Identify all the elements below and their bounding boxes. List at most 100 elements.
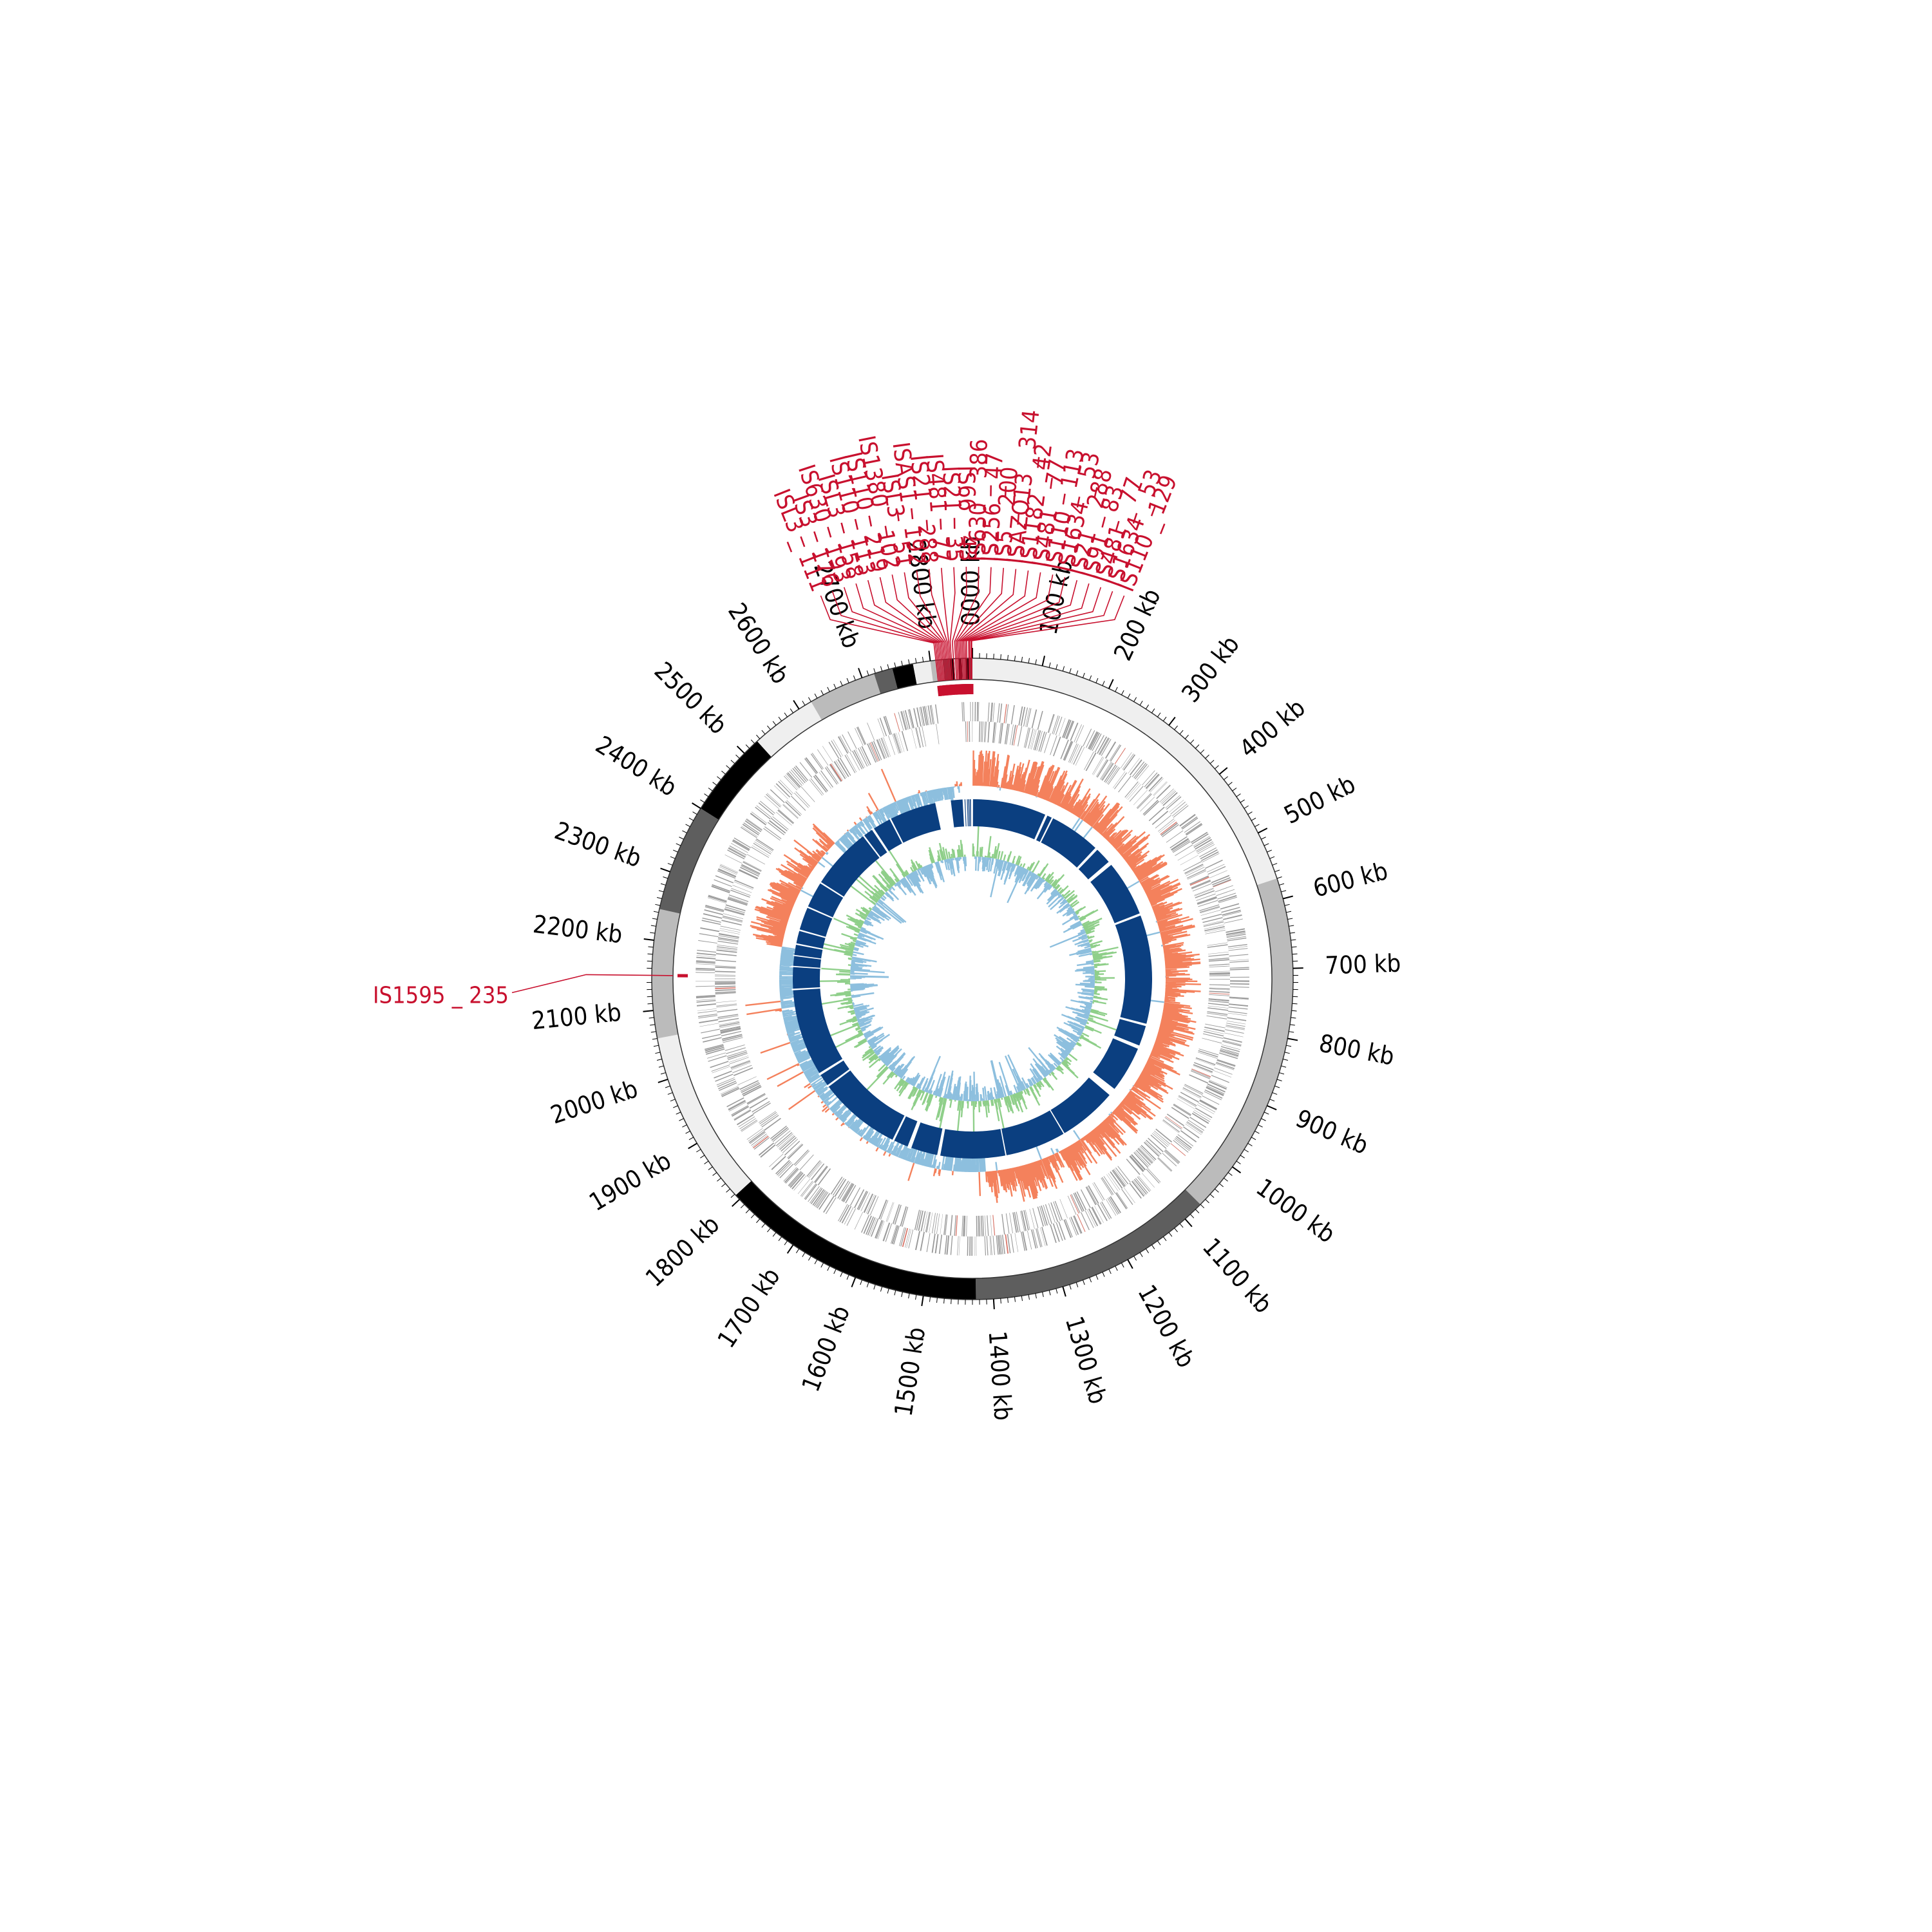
gene	[747, 1094, 766, 1105]
gene	[1036, 1228, 1041, 1247]
gene	[1180, 1092, 1199, 1103]
gene	[1197, 844, 1215, 855]
gene	[1162, 1120, 1179, 1133]
gene	[1018, 706, 1023, 726]
gene	[787, 772, 801, 788]
minor-tick	[660, 883, 666, 886]
gene	[729, 1057, 749, 1065]
minor-tick	[726, 1188, 730, 1193]
gene	[1162, 1153, 1177, 1167]
gene	[1209, 990, 1230, 993]
gene	[857, 726, 867, 745]
gene	[1092, 1183, 1104, 1201]
gene	[722, 916, 743, 923]
gene	[1193, 1065, 1213, 1074]
gene	[734, 1110, 752, 1121]
gene	[1199, 847, 1217, 858]
gene	[755, 840, 773, 851]
gene	[715, 953, 737, 956]
gene	[719, 1023, 740, 1028]
gene	[1097, 759, 1109, 778]
gene	[699, 1023, 719, 1027]
gene	[806, 1160, 821, 1177]
gene	[760, 800, 775, 814]
major-tick	[1287, 1037, 1298, 1041]
gene	[743, 861, 762, 872]
gene	[1211, 1075, 1229, 1083]
gene	[793, 1150, 809, 1166]
is-leader-line	[928, 569, 951, 681]
gene	[1018, 726, 1023, 746]
blast-gap	[1034, 813, 1048, 842]
gene	[1213, 1070, 1232, 1077]
gene	[1220, 1048, 1239, 1055]
gene	[786, 800, 802, 815]
gene	[741, 865, 760, 875]
gene	[1133, 1180, 1146, 1196]
gene	[1157, 1157, 1172, 1172]
gene	[778, 781, 793, 796]
minor-tick	[767, 1227, 771, 1233]
gene	[1063, 741, 1072, 761]
gene	[1226, 931, 1245, 936]
gene	[883, 737, 891, 757]
gene	[728, 1056, 748, 1063]
gene	[1037, 710, 1043, 730]
contig-segment	[657, 1034, 752, 1195]
gene	[877, 718, 885, 737]
gene	[1050, 1202, 1059, 1222]
gene	[704, 1044, 724, 1050]
gene	[1203, 920, 1224, 925]
gene	[958, 1236, 960, 1256]
contig-segment	[811, 674, 881, 721]
gene	[858, 748, 868, 767]
gene	[1124, 781, 1139, 798]
major-tick	[1258, 828, 1268, 834]
gene	[1179, 813, 1196, 827]
gene	[858, 1191, 869, 1211]
gene	[846, 753, 857, 773]
is-leader-line	[855, 583, 943, 681]
gene	[777, 1133, 793, 1148]
gene	[1191, 880, 1211, 889]
blast-gap	[965, 798, 968, 828]
gene	[725, 904, 746, 912]
is-leader-line	[879, 577, 945, 681]
minor-tick	[820, 1262, 824, 1268]
blast-gap	[1118, 1016, 1148, 1027]
scale-label: 700 kb	[1325, 949, 1401, 980]
blast-gap	[819, 881, 846, 899]
gene	[790, 769, 804, 785]
gene	[863, 1193, 873, 1213]
gene	[1134, 764, 1148, 780]
minor-tick	[1267, 849, 1272, 853]
minor-tick	[767, 725, 771, 730]
gene	[1183, 861, 1202, 871]
gene	[1209, 973, 1230, 975]
gene	[1068, 743, 1077, 762]
gene	[763, 828, 781, 841]
gene	[1028, 728, 1034, 749]
scale-label: 2000 kb	[547, 1074, 641, 1129]
gene	[1198, 900, 1218, 907]
gene	[844, 1207, 854, 1225]
minor-tick	[1082, 1280, 1085, 1285]
gene	[749, 1097, 768, 1109]
gene	[776, 811, 792, 826]
gene	[1131, 1180, 1145, 1197]
minor-tick	[908, 1293, 910, 1299]
gene	[1070, 1217, 1079, 1235]
gene	[1023, 707, 1028, 727]
minor-tick	[814, 1259, 818, 1265]
minor-tick	[750, 739, 755, 744]
minor-tick	[853, 675, 856, 681]
gene	[788, 1144, 804, 1160]
gene	[1101, 1177, 1114, 1195]
blast-gap	[889, 817, 904, 845]
gene	[1199, 1099, 1218, 1110]
gene	[1209, 1079, 1227, 1088]
minor-tick	[660, 1072, 666, 1075]
minor-tick	[820, 690, 824, 696]
minor-tick	[827, 687, 830, 692]
gene	[898, 732, 905, 752]
